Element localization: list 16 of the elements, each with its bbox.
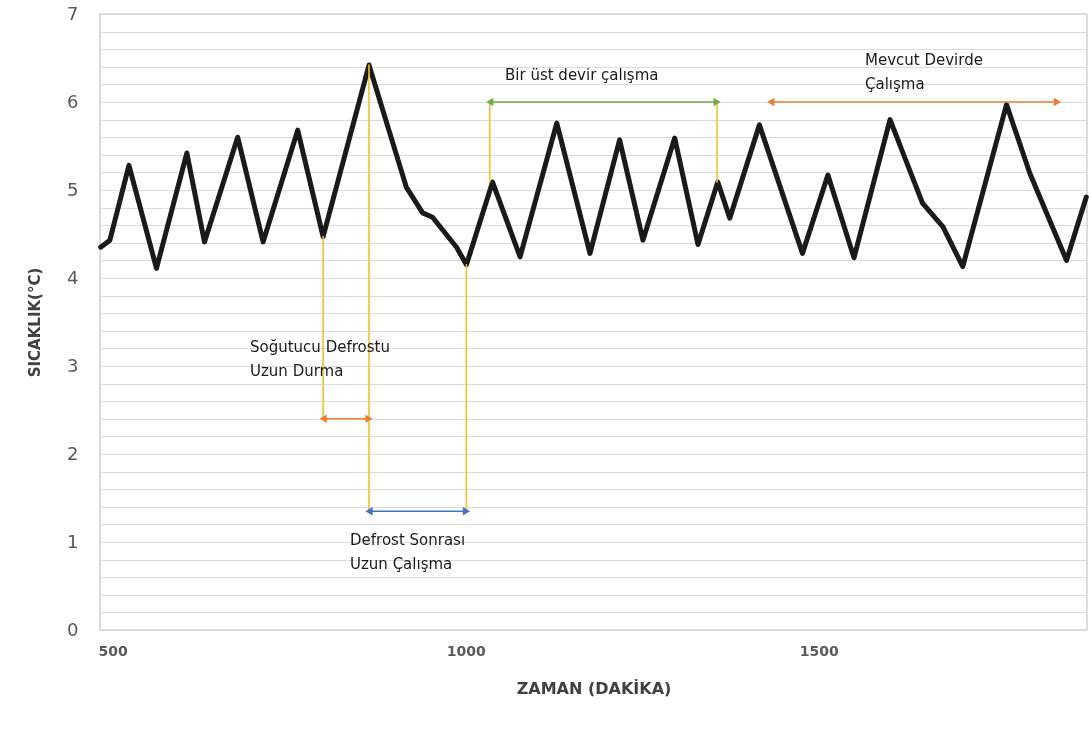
- x-tick-label: 500: [98, 642, 129, 659]
- x-tick-label: 1500: [799, 642, 839, 659]
- annotation: Bir üst devir çalışma: [505, 66, 659, 84]
- y-tick-label: 0: [67, 618, 79, 640]
- y-tick-label: 1: [67, 530, 79, 552]
- x-axis-title: ZAMAN (DAKİKA): [516, 678, 672, 698]
- y-tick-label: 5: [67, 178, 79, 200]
- y-axis-title: SICAKLIK(°C): [26, 267, 45, 378]
- annotation: Mevcut Devirde Çalışma: [865, 51, 983, 93]
- y-tick-label: 2: [67, 442, 79, 464]
- y-tick-label: 7: [67, 2, 79, 24]
- y-tick-label: 3: [67, 354, 79, 376]
- annotation: Defrost Sonrası Uzun Çalışma: [350, 531, 466, 573]
- x-tick-label: 1000: [446, 642, 486, 659]
- y-tick-label: 4: [67, 266, 79, 288]
- y-tick-label: 6: [67, 90, 79, 112]
